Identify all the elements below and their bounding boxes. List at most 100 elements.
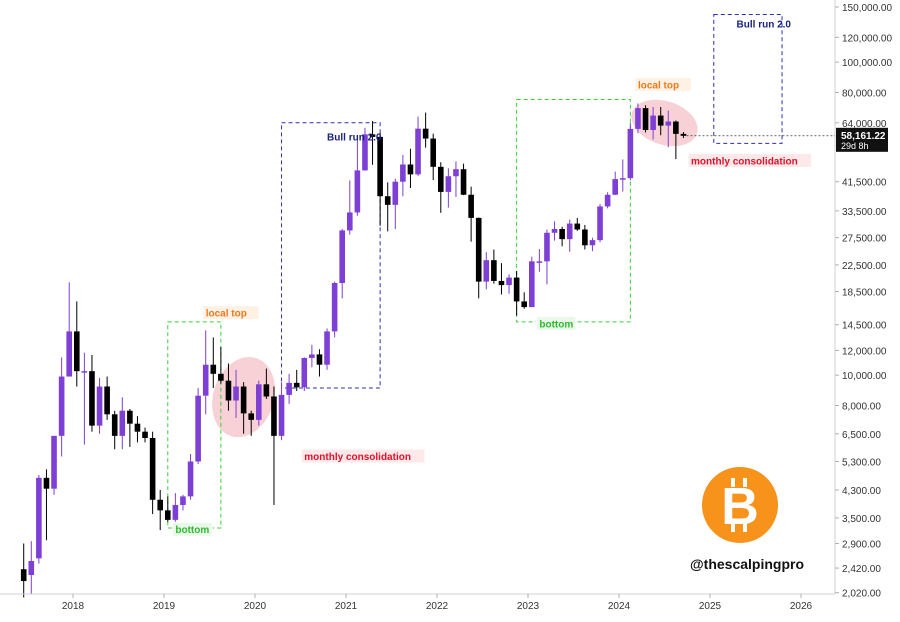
- candle-body: [551, 229, 558, 233]
- y-tick-label: 150,000.00: [842, 3, 892, 14]
- y-tick-label: 4,300.00: [842, 486, 881, 497]
- candles: [20, 103, 687, 598]
- candle-body: [680, 133, 687, 136]
- candle-body: [650, 115, 656, 131]
- y-tick-label: 41,500.00: [842, 178, 887, 189]
- candle-body: [528, 261, 535, 308]
- candle-body: [81, 371, 88, 373]
- candle-body: [263, 384, 270, 397]
- candle-body: [316, 354, 323, 365]
- candle-body: [384, 196, 391, 205]
- bottom-label: bottom: [539, 320, 573, 331]
- candle-body: [574, 223, 581, 230]
- candle-body: [248, 413, 255, 420]
- y-tick-label: 22,500.00: [842, 261, 887, 272]
- candle-body: [460, 169, 467, 195]
- candle-body: [445, 176, 452, 192]
- candle-body: [111, 414, 118, 436]
- annotation-label-bg: [202, 305, 260, 321]
- candle-body: [286, 382, 292, 395]
- candle-body: [28, 560, 35, 575]
- x-axis[interactable]: 2018 2019 2020 2021 2022 2023 2024 2025 2026: [62, 594, 813, 612]
- candle-body: [157, 499, 164, 511]
- annotation-label-bg: [535, 316, 577, 332]
- candle-body: [400, 164, 406, 182]
- candle-body: [187, 461, 194, 497]
- monthly-consolidation-label: monthly consolidation: [304, 452, 411, 463]
- candle-body: [642, 108, 649, 131]
- y-tick-label: 18,500.00: [842, 288, 887, 299]
- x-tick-label: 2021: [335, 601, 358, 612]
- bull-run-box: [281, 122, 381, 389]
- monthly-consolidation-label: monthly consolidation: [691, 156, 798, 167]
- candle-body: [20, 569, 27, 582]
- annotation-labels: local top local top bottom bottom monthly co…: [171, 19, 813, 537]
- bull-run-2-0-label: Bull run 2.0: [327, 133, 382, 144]
- candle-body: [142, 431, 148, 439]
- y-tick-label: 2,420.00: [842, 564, 881, 575]
- y-tick-label: 8,000.00: [842, 402, 881, 413]
- y-tick-label: 27,500.00: [842, 234, 887, 245]
- y-tick-label: 64,000.00: [842, 119, 887, 130]
- candle-body: [66, 331, 73, 377]
- bitcoin-logo: B: [702, 467, 778, 543]
- candle-body: [309, 354, 315, 358]
- candle-body: [619, 178, 626, 180]
- candle-body: [513, 277, 520, 302]
- candle-body: [582, 229, 588, 246]
- candle-body: [172, 504, 179, 520]
- candle-body: [164, 510, 171, 520]
- y-tick-label: 6,500.00: [842, 430, 881, 441]
- candle-body: [407, 164, 414, 175]
- annotation-label-bg: [171, 521, 213, 537]
- y-tick-label: 14,500.00: [842, 321, 887, 332]
- x-tick-label: 2023: [517, 601, 540, 612]
- candle-body: [324, 331, 330, 365]
- candle-body: [437, 166, 444, 192]
- candle-body: [346, 212, 353, 231]
- y-tick-label: 2,900.00: [842, 539, 881, 550]
- candle-body: [240, 386, 247, 414]
- candle-body: [392, 181, 399, 205]
- candle-body: [627, 128, 634, 179]
- candle-body: [604, 194, 611, 207]
- candle-body: [195, 395, 201, 462]
- annotation-label-bg: [300, 448, 426, 464]
- candle-body: [218, 373, 224, 381]
- candle-body: [339, 230, 346, 283]
- candle-body: [134, 423, 141, 432]
- bottom-label: bottom: [175, 525, 209, 536]
- x-tick-label: 2022: [426, 601, 449, 612]
- price-label-box: [836, 127, 888, 152]
- x-tick-label: 2025: [699, 601, 722, 612]
- candle-body: [36, 477, 42, 559]
- candle-body: [73, 331, 80, 372]
- candle-body: [331, 282, 338, 332]
- y-tick-label: 5,300.00: [842, 458, 881, 469]
- candle-body: [278, 394, 285, 436]
- candle-body: [293, 382, 300, 388]
- candle-body: [521, 301, 528, 308]
- y-axis[interactable]: 2,020.00 2,420.00 2,900.00 3,500.00 4,300.00…: [835, 3, 892, 600]
- candle-body: [491, 260, 497, 281]
- y-tick-label: 2,020.00: [842, 589, 881, 600]
- candle-body: [43, 477, 50, 489]
- candle-body: [430, 138, 437, 167]
- candle-body: [202, 364, 209, 396]
- candle-body: [354, 170, 361, 213]
- candle-body: [544, 232, 550, 262]
- price-value: 58,161.22: [841, 131, 886, 142]
- candle-body: [665, 121, 672, 126]
- candle-body: [415, 128, 421, 175]
- candle-body: [58, 376, 65, 436]
- candle-body: [657, 115, 664, 126]
- candle-body: [453, 169, 459, 177]
- bitcoin-icon: B: [721, 478, 759, 536]
- candle-body: [233, 386, 239, 401]
- candle-body: [210, 364, 217, 374]
- x-tick-label: 2019: [153, 601, 176, 612]
- candle-body: [180, 496, 186, 505]
- bull-run-box: [713, 13, 783, 144]
